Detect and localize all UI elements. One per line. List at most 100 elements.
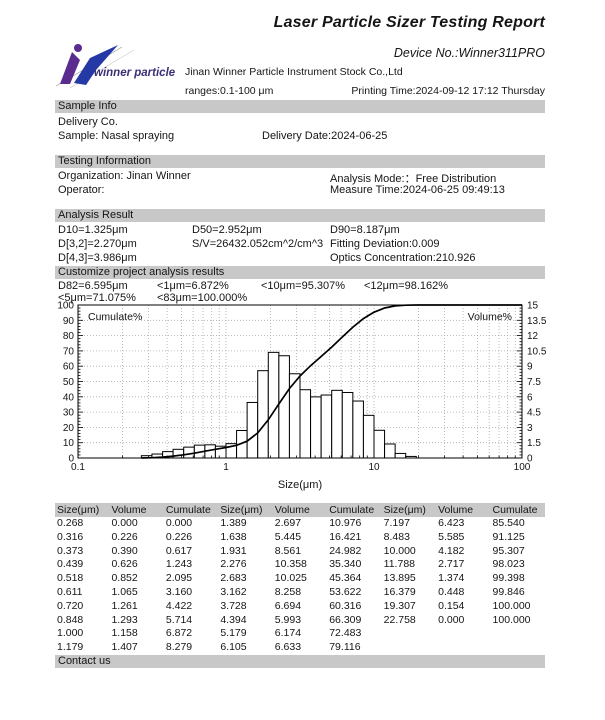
lt1um-value: <1μm=6.872%	[157, 280, 229, 292]
logo-purple-shape	[60, 52, 80, 84]
table-cell: 0.439	[57, 558, 84, 571]
lt83um-value: <83μm=100.000%	[157, 292, 248, 304]
table-cell: 6.694	[274, 599, 302, 612]
table-cell: 8.279	[165, 641, 193, 654]
left-axis-label: Cumulate%	[88, 311, 142, 323]
section-contact-us: Contact us	[55, 655, 545, 668]
table-column-header: Cumulate	[329, 504, 375, 516]
table-cell: 95.307	[492, 544, 525, 557]
table-cell: 2.276	[220, 558, 247, 571]
sv-value: S/V=26432.052cm^2/cm^3	[192, 238, 324, 250]
measure-time: Measure Time:2024-06-25 09:49:13	[330, 184, 505, 196]
table-cell: 4.182	[438, 544, 465, 557]
logo-blue-check	[74, 45, 118, 85]
volume-bars	[140, 351, 417, 459]
table-cell: 5.585	[438, 530, 465, 543]
section-customize: Customize project analysis results	[55, 266, 545, 279]
table-cell: 100.000	[492, 613, 531, 626]
d43-value: D[4,3]=3.986μm	[58, 252, 137, 264]
table-cell: 66.309	[329, 613, 362, 626]
table-cell: 98.023	[492, 558, 525, 571]
table-cell: 2.683	[220, 572, 247, 585]
right-axis-label: Volume%	[468, 311, 512, 323]
table-cell	[382, 641, 436, 655]
table-column-header: Cumulate	[492, 504, 538, 516]
table-column-header: Size(μm)	[57, 504, 100, 516]
x-axis-label: Size(μm)	[278, 479, 322, 491]
table-cell: 13.895	[383, 572, 416, 585]
table-cell	[491, 641, 545, 655]
table-cell: 22.758	[383, 613, 416, 626]
section-analysis-result: Analysis Result	[55, 209, 545, 222]
table-cell: 99.398	[492, 572, 525, 585]
table-cell: 2.717	[438, 558, 465, 571]
analysis-mode: Analysis Mode:：Free Distribution	[330, 173, 497, 185]
optics-concentration: Optics Concentration:210.926	[330, 252, 476, 264]
table-cell: 53.622	[329, 585, 362, 598]
svg-text:10.5: 10.5	[527, 346, 547, 357]
table-cell: 6.174	[274, 627, 302, 640]
section-testing-info: Testing Information	[55, 155, 545, 168]
particle-size-distribution-chart: 010203040506070809010001.534.567.5910.51…	[57, 301, 547, 492]
table-cell: 5.993	[274, 613, 302, 626]
table-cell: 0.154	[438, 599, 465, 612]
svg-text:3: 3	[527, 423, 533, 434]
table-cell: 0.848	[57, 613, 84, 626]
lt10um-value: <10μm=95.307%	[261, 280, 346, 292]
cumulate-curve	[141, 304, 522, 459]
table-cell: 10.000	[383, 544, 416, 557]
table-cell: 60.316	[329, 599, 362, 612]
table-cell: 79.116	[329, 641, 361, 654]
table-cell: 0.268	[57, 517, 84, 529]
svg-text:20: 20	[63, 423, 75, 434]
table-cell: 11.788	[383, 558, 415, 571]
table-cell: 6.633	[274, 641, 302, 654]
table-cell: 0.000	[438, 613, 465, 626]
table-column-header: Volume	[111, 504, 147, 516]
svg-text:1.5: 1.5	[527, 438, 541, 449]
table-header: Size(μm) Volume Cumulate Size(μm) Volume Cumu…	[55, 503, 545, 517]
table-column-header: Size(μm)	[383, 504, 426, 516]
table-cell: 16.421	[329, 530, 362, 543]
table-cell: 85.540	[492, 517, 525, 529]
device-number: Device No.:Winner311PRO	[393, 46, 545, 60]
svg-text:15: 15	[527, 301, 539, 312]
table-cell: 8.258	[274, 585, 302, 598]
table-cell: 7.197	[383, 517, 410, 529]
table-cell: 35.340	[329, 558, 362, 571]
table-cell: 1.000	[57, 627, 84, 640]
table-column-header: Volume	[274, 504, 310, 516]
table-cell: 72.483	[329, 627, 362, 640]
delivery-co: Delivery Co.	[58, 116, 118, 128]
table-cell: 0.720	[57, 599, 84, 612]
table-cell: 3.728	[220, 599, 247, 612]
svg-text:80: 80	[63, 331, 75, 342]
table-cell: 2.697	[274, 517, 302, 529]
svg-text:70: 70	[63, 346, 75, 357]
svg-text:7.5: 7.5	[527, 377, 541, 388]
svg-text:4.5: 4.5	[527, 408, 541, 419]
table-cell: 1.293	[111, 613, 138, 626]
svg-text:100: 100	[514, 462, 531, 473]
d82-value: D82=6.595μm	[58, 280, 128, 292]
table-cell: 1.243	[165, 558, 193, 571]
table-cell: 1.638	[220, 530, 247, 543]
table-cell: 24.982	[329, 544, 362, 557]
svg-text:30: 30	[63, 408, 75, 419]
lt5um-value: <5μm=71.075%	[58, 292, 136, 304]
table-cell: 8.483	[383, 530, 410, 543]
table-cell: 10.976	[329, 517, 362, 529]
table-cell: 1.179	[57, 641, 84, 654]
winner-particle-logo: winner particle	[56, 44, 176, 88]
table-column-header: Size(μm)	[220, 504, 263, 516]
svg-text:0: 0	[527, 454, 533, 465]
table-cell: 16.379	[383, 585, 416, 598]
table-cell: 1.931	[220, 544, 247, 557]
svg-text:0.1: 0.1	[71, 462, 85, 473]
table-cell: 5.714	[165, 613, 193, 626]
table-cell: 99.846	[492, 585, 525, 598]
table-cell	[382, 627, 436, 641]
logo-purple-dot	[74, 44, 82, 52]
svg-text:50: 50	[63, 377, 75, 388]
table-column-header: Cumulate	[165, 504, 211, 516]
